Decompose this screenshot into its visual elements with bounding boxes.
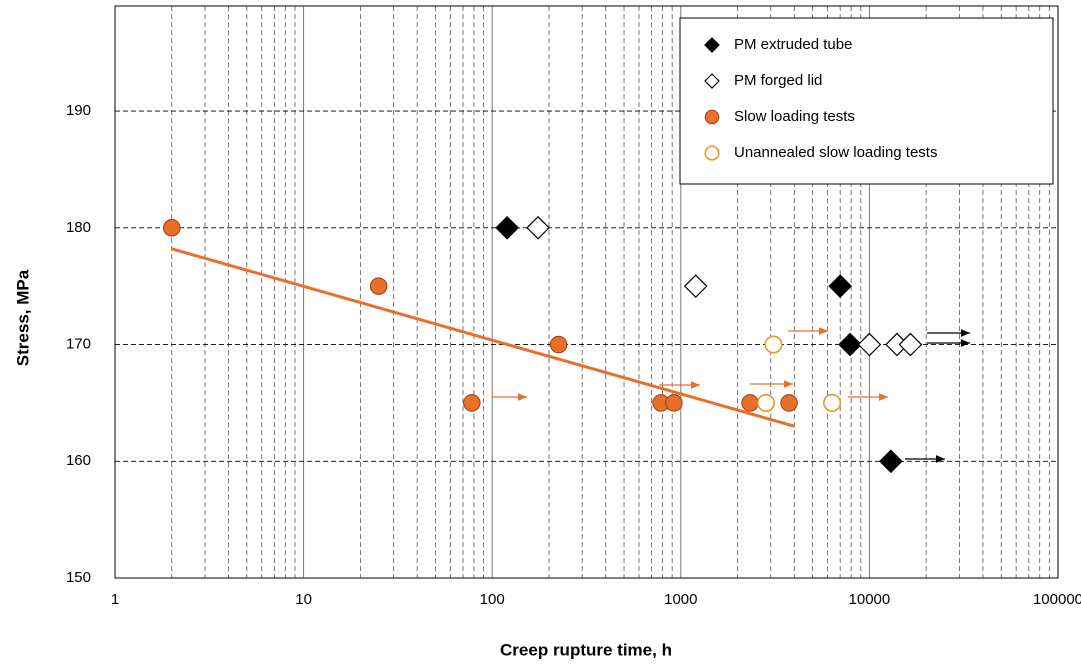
point <box>526 215 550 240</box>
legend-marker <box>704 37 720 53</box>
point <box>879 449 903 474</box>
point <box>163 219 181 237</box>
point <box>463 394 481 412</box>
point <box>898 332 923 357</box>
legend-marker <box>704 145 720 161</box>
x-axis-title: Creep rupture time, h <box>500 640 672 659</box>
point <box>764 335 783 354</box>
legend-box <box>679 17 1054 185</box>
point <box>828 274 853 299</box>
point <box>838 332 862 357</box>
legend-marker <box>704 73 720 89</box>
trendline <box>171 247 795 428</box>
point <box>823 393 842 412</box>
y-tick-label: 170 <box>66 335 91 352</box>
point <box>857 332 882 357</box>
y-tick-label: 180 <box>66 219 91 236</box>
legend-marker <box>704 109 720 125</box>
legend: PM extruded tube PM forged lid Slow loadin… <box>679 17 1054 185</box>
marks <box>163 215 923 474</box>
point <box>369 277 388 295</box>
legend-label: PM extruded tube <box>734 36 852 53</box>
point <box>683 274 708 299</box>
point <box>756 393 776 412</box>
point <box>495 215 519 240</box>
x-tick-label: 10000 <box>849 591 891 608</box>
plot-frame <box>114 5 1059 579</box>
point <box>549 335 568 354</box>
y-tick-label: 150 <box>66 569 91 586</box>
y-axis-title: Stress, MPa <box>13 269 32 366</box>
legend-label: Unannealed slow loading tests <box>734 144 937 161</box>
y-tick-label: 160 <box>66 452 91 469</box>
x-tick-label: 100000 <box>1033 591 1081 608</box>
x-tick-label: 1000 <box>664 591 697 608</box>
runout-arrows <box>492 327 970 463</box>
legend-label: PM forged lid <box>734 72 822 89</box>
point <box>741 394 759 412</box>
legend-label: Slow loading tests <box>734 108 855 125</box>
point <box>780 394 798 412</box>
y-tick-label: 190 <box>66 102 91 119</box>
x-tick-label: 100 <box>480 591 505 608</box>
x-tick-label: 10 <box>295 591 312 608</box>
x-tick-label: 1 <box>111 591 119 608</box>
point <box>665 394 683 412</box>
